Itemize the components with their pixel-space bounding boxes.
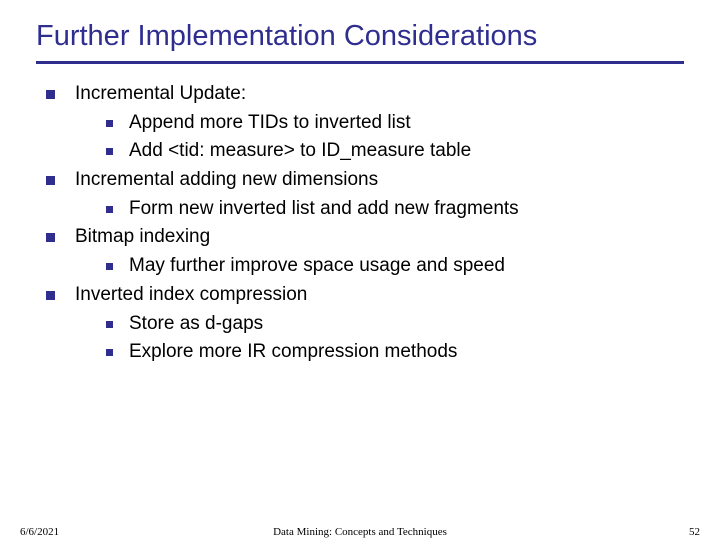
list-item: Form new inverted list and add new fragm… <box>36 197 684 222</box>
item-text: Form new inverted list and add new fragm… <box>129 197 684 222</box>
slide-content: Incremental Update: Append more TIDs to … <box>36 82 684 365</box>
list-item: Store as d-gaps <box>36 312 684 337</box>
item-text: May further improve space usage and spee… <box>129 254 684 279</box>
list-item: May further improve space usage and spee… <box>36 254 684 279</box>
list-item: Inverted index compression <box>36 283 684 308</box>
square-bullet-icon <box>106 206 113 213</box>
item-text: Store as d-gaps <box>129 312 684 337</box>
list-item: Incremental Update: <box>36 82 684 107</box>
footer-page-number: 52 <box>689 526 700 538</box>
slide-container: Further Implementation Considerations In… <box>0 0 720 365</box>
item-text: Inverted index compression <box>75 283 684 308</box>
square-bullet-icon <box>106 263 113 270</box>
footer-title: Data Mining: Concepts and Techniques <box>0 526 720 538</box>
slide-title: Further Implementation Considerations <box>36 20 684 53</box>
list-item: Add <tid: measure> to ID_measure table <box>36 139 684 164</box>
title-divider <box>36 61 684 64</box>
square-bullet-icon <box>106 349 113 356</box>
list-item: Explore more IR compression methods <box>36 340 684 365</box>
square-bullet-icon <box>106 148 113 155</box>
item-text: Incremental adding new dimensions <box>75 168 684 193</box>
square-bullet-icon <box>46 90 55 99</box>
square-bullet-icon <box>106 120 113 127</box>
list-item: Incremental adding new dimensions <box>36 168 684 193</box>
list-item: Append more TIDs to inverted list <box>36 111 684 136</box>
list-item: Bitmap indexing <box>36 225 684 250</box>
square-bullet-icon <box>106 321 113 328</box>
square-bullet-icon <box>46 233 55 242</box>
item-text: Add <tid: measure> to ID_measure table <box>129 139 684 164</box>
item-text: Explore more IR compression methods <box>129 340 684 365</box>
square-bullet-icon <box>46 176 55 185</box>
item-text: Incremental Update: <box>75 82 684 107</box>
square-bullet-icon <box>46 291 55 300</box>
item-text: Bitmap indexing <box>75 225 684 250</box>
item-text: Append more TIDs to inverted list <box>129 111 684 136</box>
